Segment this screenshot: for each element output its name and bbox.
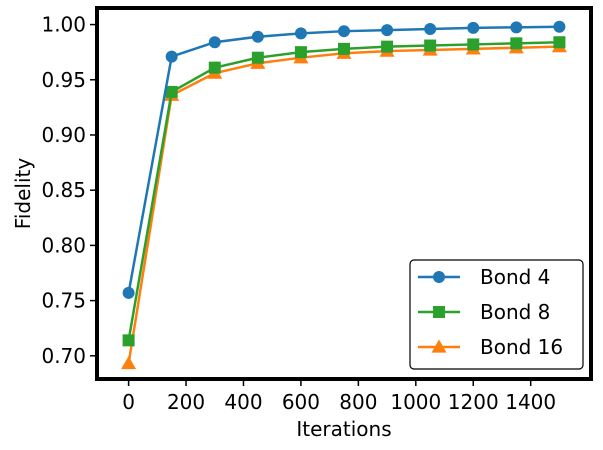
data-point-bond-4	[338, 25, 350, 38]
x-tick-label: 200	[167, 390, 205, 414]
data-point-bond-4	[467, 21, 480, 34]
data-point-bond-8	[553, 36, 566, 49]
y-axis-label: Fidelity	[11, 158, 35, 230]
x-axis: 0 200 400 600 800 1000 1200 1400	[122, 379, 556, 414]
x-tick-label: 600	[282, 390, 320, 414]
data-point-bond-8	[381, 40, 394, 53]
data-point-bond-8	[208, 61, 221, 74]
data-point-bond-8	[510, 37, 523, 50]
series-bond-4	[122, 20, 566, 299]
y-tick-label: 0.80	[41, 233, 86, 257]
y-tick-label: 0.90	[41, 123, 86, 147]
x-tick-label: 1400	[505, 390, 556, 414]
series-bond-8	[122, 36, 566, 347]
x-tick-label: 1000	[390, 390, 441, 414]
x-tick-label: 1200	[448, 390, 499, 414]
legend: Bond 4 Bond 8 Bond 16	[409, 259, 584, 370]
legend-label: Bond 4	[480, 265, 550, 289]
data-point-bond-8	[165, 85, 178, 98]
x-tick-label: 400	[224, 390, 262, 414]
x-axis-label: Iterations	[296, 417, 391, 441]
y-tick-label: 0.75	[41, 289, 86, 313]
legend-label: Bond 16	[480, 335, 563, 359]
data-point-bond-4	[122, 286, 135, 299]
plot-frame	[95, 6, 593, 381]
y-tick-label: 0.95	[41, 68, 86, 92]
legend-marker	[433, 271, 445, 283]
x-tick-label: 800	[339, 390, 377, 414]
series-line-bond-4	[127, 25, 560, 294]
data-point-bond-8	[338, 42, 350, 55]
data-point-bond-4	[424, 22, 437, 35]
data-point-bond-4	[294, 27, 307, 40]
plot-series	[121, 20, 567, 370]
data-point-bond-4	[381, 24, 394, 37]
data-point-bond-8	[467, 38, 480, 51]
legend-marker	[433, 306, 445, 318]
data-point-bond-8	[251, 51, 264, 64]
x-tick-label: 0	[122, 390, 135, 414]
data-point-bond-8	[294, 46, 307, 59]
data-point-bond-8	[424, 39, 437, 52]
legend-box	[409, 259, 584, 370]
y-tick-label: 0.85	[41, 178, 86, 202]
data-point-bond-16	[121, 356, 137, 370]
data-point-bond-4	[553, 20, 566, 33]
data-point-bond-4	[165, 50, 178, 63]
data-point-bond-4	[251, 30, 264, 43]
y-axis: 0.70 0.75 0.80 0.85 0.90 0.95 1.00	[41, 13, 97, 368]
legend-label: Bond 8	[480, 300, 550, 324]
legend-entry-bond-16: Bond 16	[418, 335, 563, 359]
legend-entry-bond-8: Bond 8	[418, 300, 550, 324]
y-tick-label: 0.70	[41, 344, 86, 368]
data-point-bond-4	[208, 36, 221, 49]
data-point-bond-4	[510, 21, 523, 34]
legend-entry-bond-4: Bond 4	[418, 265, 550, 289]
legend-marker	[431, 339, 447, 353]
y-tick-label: 1.00	[41, 13, 86, 37]
data-point-bond-8	[122, 334, 135, 347]
